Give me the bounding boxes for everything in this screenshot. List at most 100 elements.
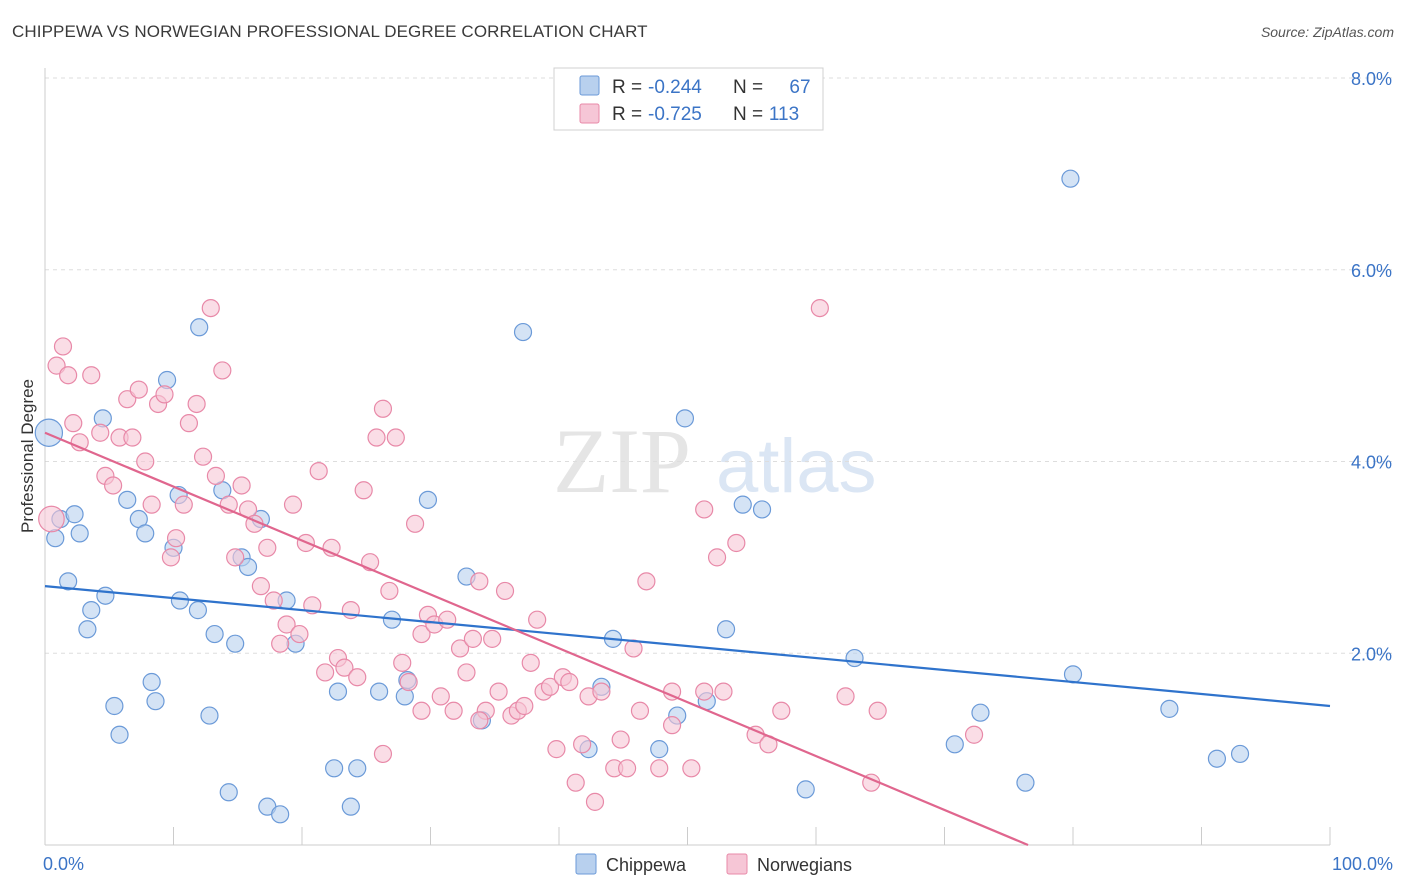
norwegians-point-80: [560, 672, 579, 692]
norwegians-point-93: [662, 716, 682, 735]
chippewa-point-24: [205, 624, 224, 644]
y-axis-label: Professional Degree: [18, 379, 37, 533]
norwegians-point-32: [251, 577, 270, 596]
chippewa-point-38: [348, 759, 367, 778]
legend-r-label-chippewa: R =: [612, 77, 642, 98]
norwegians-point-68: [483, 629, 502, 648]
bottom-legend-label-chippewa: Chippewa: [606, 855, 687, 875]
norwegians-point-26: [213, 361, 232, 380]
norwegians-point-74: [521, 653, 540, 672]
bottom-legend-label-norwegians: Norwegians: [757, 855, 852, 875]
norwegians-point-85: [592, 682, 611, 701]
norwegians-point-24: [206, 466, 226, 485]
y-tick-label-2: 6.0%: [1351, 261, 1392, 281]
y-tick-labels: 2.0% 4.0% 6.0% 8.0%: [1351, 69, 1392, 664]
chippewa-point-7: [82, 601, 101, 620]
norwegians-point-73: [515, 696, 534, 716]
norwegians-point-29: [232, 476, 251, 495]
chippewa-point-6: [78, 620, 97, 639]
norwegians-point-47: [348, 668, 367, 687]
norwegians-point-97: [707, 548, 727, 567]
chippewa-point-22: [190, 318, 209, 337]
norwegians-point-61: [438, 610, 457, 629]
norwegians-point-21: [179, 414, 199, 433]
norwegians-point-69: [489, 682, 508, 701]
norwegians-point-104: [836, 687, 855, 706]
chippewa-point-15: [142, 672, 161, 692]
norwegians-point-56: [405, 514, 425, 533]
chippewa-point-14: [136, 524, 155, 543]
norwegians-point-20: [174, 495, 193, 514]
chippewa-point-66: [370, 682, 389, 701]
x-tick-label-0: 0.0%: [43, 854, 84, 874]
bottom-legend-swatch-chippewa: [575, 853, 597, 875]
norwegians-point-84: [585, 792, 605, 811]
chippewa-point-11: [110, 725, 129, 744]
norwegians-point-110: [470, 711, 489, 730]
norwegians-point-95: [695, 682, 714, 701]
legend-r-label-norwegians: R =: [612, 104, 642, 125]
y-tick-label-1: 4.0%: [1351, 453, 1392, 473]
chippewa-point-60: [1016, 773, 1035, 792]
chippewa-point-12: [118, 490, 137, 509]
legend-n-label-norwegians: N =: [733, 104, 763, 125]
chippewa-point-35: [325, 759, 344, 778]
norwegians-point-3: [59, 366, 78, 385]
norwegians-point-37: [283, 495, 303, 514]
trend-lines: [44, 431, 1331, 847]
norwegians-point-90: [630, 701, 650, 720]
norwegians-point-77: [540, 677, 560, 696]
legend-r-value-chippewa: -0.244: [648, 77, 702, 98]
chippewa-point-29: [238, 557, 258, 577]
chippewa-point-63: [1160, 699, 1179, 718]
norwegians-point-33: [258, 538, 277, 557]
chippewa-point-55: [752, 500, 772, 519]
norwegians-point-70: [495, 581, 515, 601]
chippewa-point-16: [146, 692, 165, 711]
norwegians-point-4: [64, 414, 83, 433]
norwegians-point-94: [682, 759, 701, 778]
norwegians-point-109: [412, 701, 431, 720]
chippewa-point-36: [328, 682, 348, 701]
bottom-legend-swatch-norwegians: [726, 853, 748, 875]
norwegians-point-51: [373, 399, 393, 418]
norwegians-point-103: [810, 299, 829, 318]
chippewa-point-49: [650, 740, 669, 759]
norwegians-point-50: [367, 428, 386, 447]
chippewa-point-5: [70, 524, 89, 543]
norwegians-point-64: [457, 663, 476, 682]
chippewa-point-3: [59, 572, 78, 591]
norwegians-point-18: [161, 548, 181, 567]
chippewa-point-10: [105, 696, 124, 716]
norwegians-point-35: [271, 634, 290, 653]
chippewa-point-23: [200, 706, 219, 725]
chippewa-point-65: [1230, 744, 1250, 764]
norwegians-point-55: [399, 672, 418, 692]
chippewa-point-54: [733, 495, 752, 514]
chippewa-point-61: [1061, 169, 1080, 188]
norwegians-point-34: [264, 591, 283, 610]
norwegians-point-62: [444, 701, 463, 720]
norwegians-point-75: [528, 610, 547, 629]
norwegians-point-53: [386, 428, 405, 447]
norwegians-point-12: [123, 428, 142, 447]
chippewa-point-27: [226, 634, 245, 653]
chippewa-point-32: [271, 805, 290, 824]
norwegians-point-99: [727, 533, 746, 553]
y-tick-label-0: 2.0%: [1351, 644, 1392, 664]
norwegians-point-19: [166, 529, 186, 548]
norwegians-point-25: [201, 299, 220, 318]
x-tick-label-1: 100.0%: [1332, 854, 1393, 874]
chippewa-point-59: [971, 703, 990, 722]
norwegians-point-63: [450, 639, 470, 658]
norwegians-point-88: [618, 759, 637, 778]
chippewa-point-58: [945, 735, 964, 754]
chippewa-point-9: [96, 586, 115, 605]
norwegians-point-65: [463, 629, 483, 648]
norwegians-point-22: [187, 394, 206, 414]
trend-line-norwegians: [44, 431, 1029, 847]
norwegians-point-6: [82, 366, 101, 385]
norwegians-point-102: [772, 701, 791, 720]
legend-n-value-chippewa: 67: [789, 77, 810, 98]
